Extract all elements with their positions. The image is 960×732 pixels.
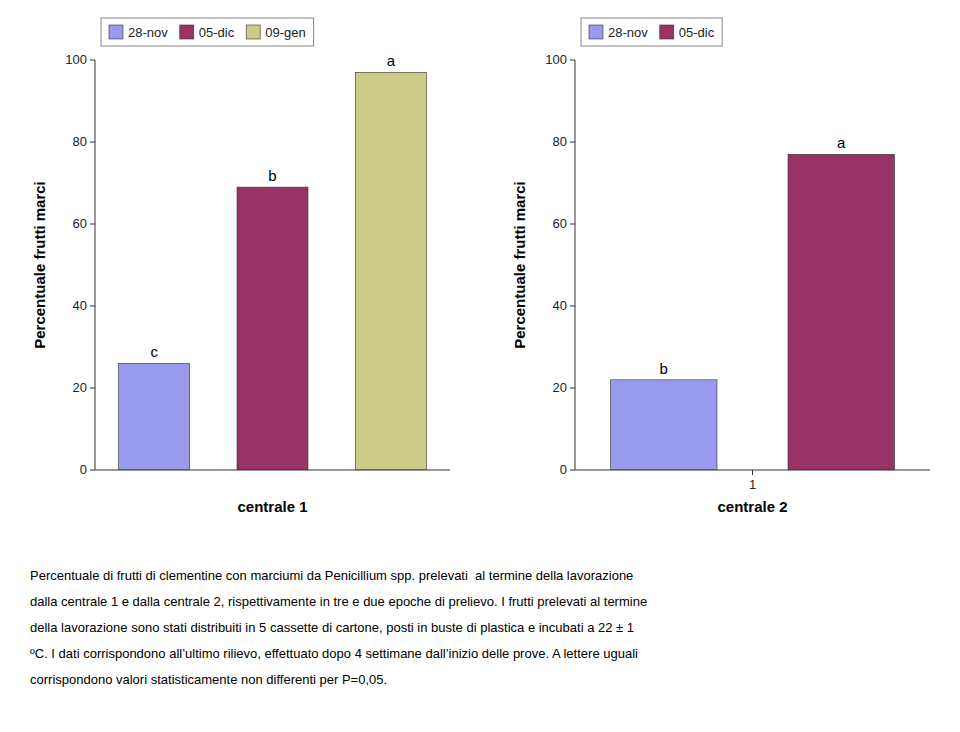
y-tick-label: 100 (65, 52, 87, 67)
y-tick-label: 60 (553, 216, 567, 231)
legend-swatch (660, 25, 674, 39)
y-axis (95, 60, 96, 470)
y-tick-label: 20 (73, 380, 87, 395)
legend-label: 05-dic (199, 25, 235, 40)
legend-label: 28-nov (128, 25, 168, 40)
bar-annotation: c (150, 343, 158, 360)
caption-line: dalla centrale 1 e dalla centrale 2, ris… (30, 594, 647, 609)
bars (119, 72, 427, 470)
y-tick-label: 60 (73, 216, 87, 231)
x-tick-label: 1 (749, 477, 756, 492)
y-tick (570, 142, 575, 143)
caption-line: ºC. I dati corrispondono all’ultimo rili… (30, 646, 638, 661)
y-tick-label: 80 (73, 134, 87, 149)
legend: 28-nov 05-dic 09-gen (101, 18, 314, 46)
bar-annotation: a (387, 52, 396, 69)
y-tick-label: 40 (73, 298, 87, 313)
legend-swatch (246, 25, 260, 39)
background (0, 0, 960, 732)
legend-swatch (109, 25, 123, 39)
x-axis-label: centrale 2 (717, 498, 787, 515)
bar (355, 72, 426, 470)
y-tick (570, 306, 575, 307)
y-axis-label: Percentuale frutti marci (511, 181, 528, 349)
x-axis (95, 470, 450, 471)
x-tick (752, 470, 753, 475)
legend-swatch (180, 25, 194, 39)
y-tick (90, 60, 95, 61)
y-axis (575, 60, 576, 470)
y-tick-label: 80 (553, 134, 567, 149)
legend: 28-nov 05-dic (581, 18, 722, 46)
legend-label: 05-dic (679, 25, 715, 40)
bar (611, 380, 718, 470)
caption-line: corrispondono valori statisticamente non… (30, 672, 387, 687)
y-tick (90, 142, 95, 143)
bar-annotations: ba (660, 134, 847, 376)
bar (119, 363, 190, 470)
bar-annotation: b (268, 167, 276, 184)
y-tick-label: 40 (553, 298, 567, 313)
legend-label: 28-nov (608, 25, 648, 40)
x-axis-label: centrale 1 (237, 498, 307, 515)
y-tick (570, 224, 575, 225)
legend-label: 09-gen (265, 25, 305, 40)
legend-box (101, 18, 314, 46)
caption-line: Percentuale di frutti di clementine con … (30, 568, 633, 583)
bar-annotation: b (660, 360, 668, 377)
bar (237, 187, 308, 470)
y-tick-label: 0 (80, 462, 87, 477)
y-tick (90, 224, 95, 225)
y-tick (570, 60, 575, 61)
legend-box (581, 18, 722, 46)
legend-swatch (589, 25, 603, 39)
y-tick (90, 388, 95, 389)
y-tick-label: 0 (560, 462, 567, 477)
chart: 0 20 40 60 80 100 c b a centrale 1 Percentuale fru… (31, 18, 450, 515)
y-tick-label: 20 (553, 380, 567, 395)
caption-line: della lavorazione sono stati distribuiti… (30, 620, 634, 635)
y-axis-label: Percentuale frutti marci (31, 181, 48, 349)
y-tick (570, 388, 575, 389)
y-tick-label: 100 (545, 52, 567, 67)
bar-annotations: c b a (150, 52, 395, 360)
bars (611, 154, 895, 470)
y-tick (90, 306, 95, 307)
bar (788, 154, 895, 470)
bar-annotation: a (837, 134, 846, 151)
x-axis (575, 470, 930, 471)
y-tick (90, 470, 95, 471)
y-tick (570, 470, 575, 471)
figure: 020406080100cbacentrale 1Percentuale fru… (0, 0, 960, 732)
caption: Percentuale di frutti di clementine con … (30, 568, 647, 687)
chart: 020406080100ba1centrale 2Percentuale fru… (511, 18, 930, 515)
